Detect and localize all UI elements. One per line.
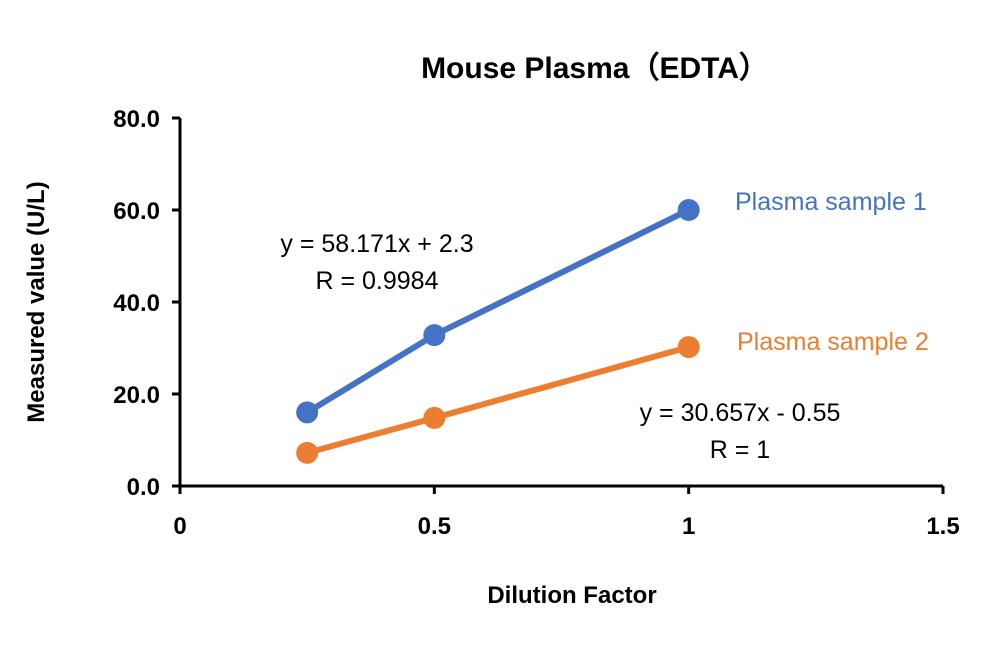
x-tick-label: 1	[682, 513, 695, 540]
series-1-point	[677, 199, 700, 221]
series-2-line	[306, 344, 690, 456]
x-tick-label: 0	[173, 513, 186, 540]
y-tick-label: 0.0	[127, 474, 160, 501]
series-1-label: Plasma sample 1	[735, 188, 927, 216]
chart-title: Mouse Plasma（EDTA）	[421, 51, 769, 85]
y-tick-label: 20.0	[113, 382, 160, 409]
series-1-point	[423, 324, 446, 347]
series-1-equation: y = 58.171x + 2.3	[280, 230, 473, 258]
series-2-equation: y = 30.657x - 0.55	[640, 399, 841, 427]
series-2-point	[296, 441, 319, 464]
x-axis-label: Dilution Factor	[487, 582, 656, 609]
series-2-r: R = 1	[710, 436, 770, 464]
series-2-point	[423, 406, 446, 429]
y-axis-label: Measured value (U/L)	[23, 181, 50, 422]
y-tick-label: 40.0	[113, 290, 160, 317]
y-tick-label: 60.0	[113, 198, 160, 225]
series-2-point	[677, 336, 700, 359]
series-2-label: Plasma sample 2	[737, 328, 929, 356]
series-1-point	[296, 401, 319, 424]
series-1-r: R = 0.9984	[315, 267, 438, 295]
x-tick-label: 1.5	[926, 513, 959, 540]
x-tick-label: 0.5	[418, 513, 451, 540]
y-tick-label: 80.0	[113, 106, 160, 133]
